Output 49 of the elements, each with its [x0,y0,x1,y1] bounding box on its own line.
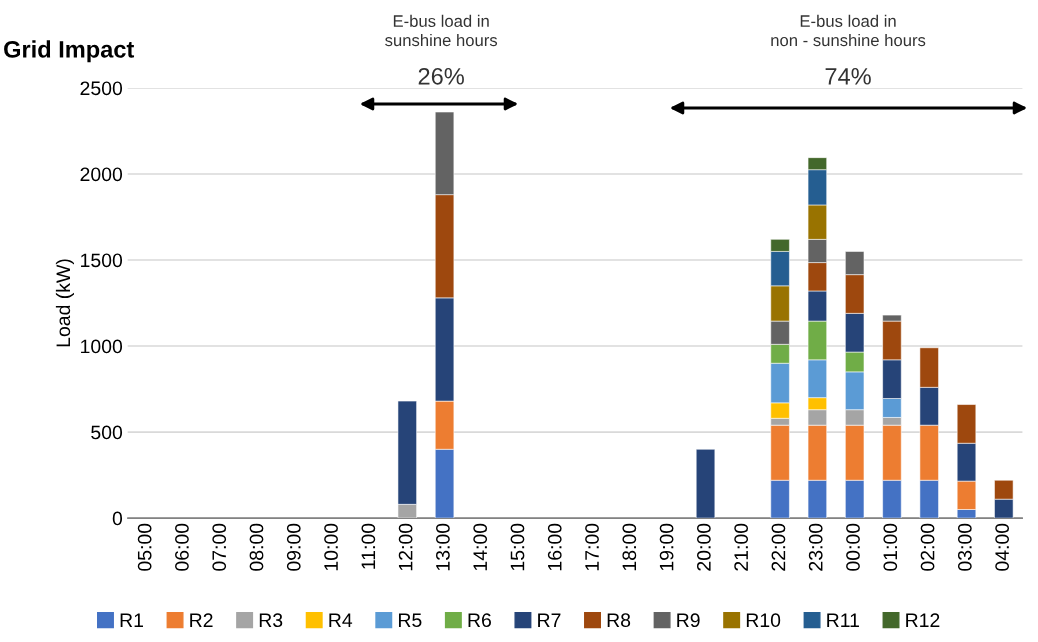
x-tick-label: 17:00 [585,523,599,571]
x-tick-label: 22:00 [771,523,786,571]
x-tick-label: 10:00 [324,523,338,571]
text: 74% [825,68,871,85]
bar [695,448,716,519]
legend-label: R10 [746,613,781,628]
legend-label: R2 [190,613,213,627]
x-tick-label: 05:00 [137,523,152,571]
x-tick-label: 03:00 [957,523,972,571]
y-axis-title: Load (kW) [55,259,74,347]
x-tick-label: 19:00 [659,523,674,571]
x-tick-label: 12:00 [398,523,413,571]
y-tick-label: 1000 [81,339,123,354]
x-tick-label: 08:00 [249,523,264,571]
legend-label: R9 [677,613,700,628]
legend-label: R12 [906,613,940,627]
x-tick-label: 11:00 [361,523,376,569]
x-tick-label: 23:00 [808,523,823,571]
x-tick-label: 07:00 [212,523,227,571]
x-tick-label: 18:00 [622,523,637,571]
x-tick-label: 09:00 [286,523,301,571]
y-tick-label: 0 [112,511,123,526]
legend-label: R8 [607,613,631,628]
x-tick-label: 13:00 [436,523,450,571]
x-tick-label: 01:00 [883,523,898,571]
x-tick-label: 20:00 [696,523,711,571]
legend-label: R1 [120,613,143,627]
legend-label: R3 [259,613,283,628]
legend-label: R7 [538,613,561,627]
text: E-bus load in sunshine hours [385,14,498,47]
x-tick-label: 00:00 [846,523,860,571]
legend-label: R5 [398,613,422,628]
y-tick-label: 1500 [81,253,123,268]
chart-title: Grid Impact [4,40,135,63]
y-tick-label: 2500 [80,81,123,96]
x-tick-label: 14:00 [473,523,488,571]
y-tick-label: 2000 [80,167,123,182]
legend-label: R4 [329,613,353,627]
text: 26% [418,67,464,85]
y-tick-label: 500 [91,425,123,440]
text: E-bus load in non - sunshine hours [771,14,926,47]
x-tick-label: 15:00 [510,523,525,571]
legend-label: R6 [468,613,491,628]
x-tick-label: 02:00 [920,523,935,571]
x-tick-label: 16:00 [547,523,562,571]
x-tick-label: 04:00 [995,523,1010,571]
x-tick-label: 06:00 [175,523,189,571]
legend-label: R11 [827,613,859,627]
x-tick-label: 21:00 [734,523,749,571]
